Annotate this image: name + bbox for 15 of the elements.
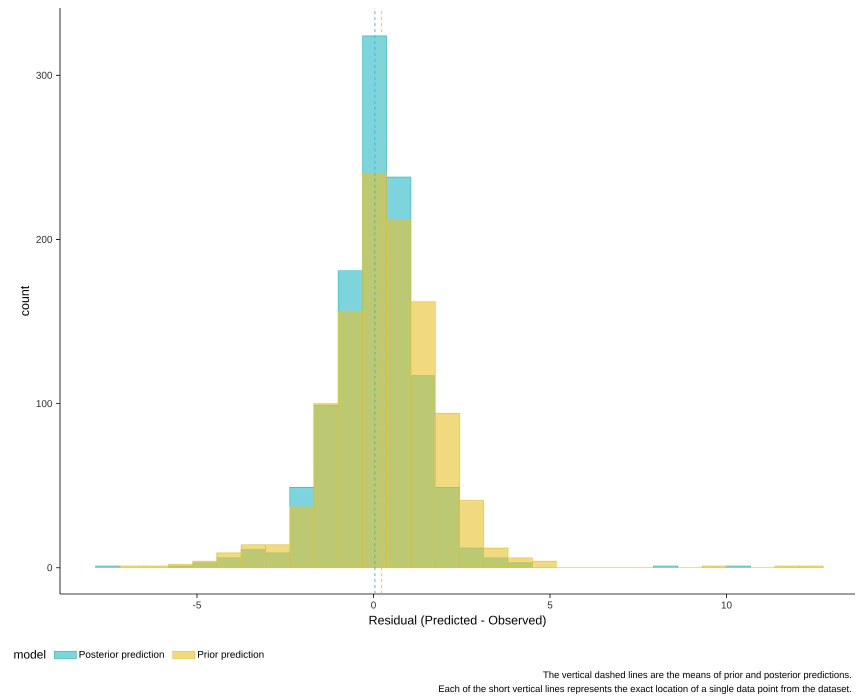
y-tick-label: 300 (36, 72, 52, 79)
legend-label: Prior prediction (198, 650, 264, 660)
x-axis-title: Residual (Predicted - Observed) (370, 615, 546, 627)
x-tick-label: 0 (371, 602, 376, 609)
x-tick-label: 5 (548, 602, 552, 608)
legend-title: model (14, 650, 46, 659)
y-tick-label: 200 (36, 236, 52, 243)
y-axis-title: count (20, 286, 30, 316)
legend-label: Posterior prediction (80, 650, 164, 660)
x-tick-label: 10 (722, 602, 732, 609)
x-tick-label: -5 (192, 602, 201, 608)
text: The vertical dashed lines are the means of prior and posterior predictions. (543, 671, 851, 680)
y-tick-label: 0 (47, 564, 52, 572)
y-tick-label: 100 (36, 400, 52, 408)
text: Each of the short vertical lines represents the exact location of a single data point from the dataset. (439, 685, 851, 694)
